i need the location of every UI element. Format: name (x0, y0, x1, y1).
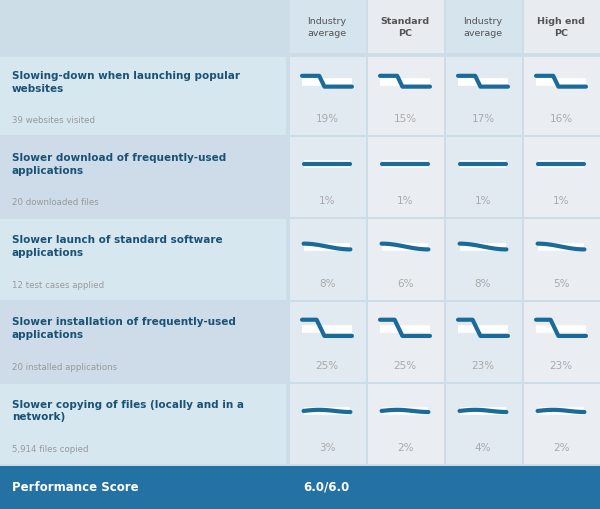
Text: Slower launch of standard software
applications: Slower launch of standard software appli… (12, 235, 223, 258)
Bar (290, 384, 366, 464)
Bar (290, 55, 366, 135)
Text: 6.0/6.0: 6.0/6.0 (303, 481, 349, 494)
Text: 2%: 2% (397, 443, 413, 453)
Text: 39 websites visited: 39 websites visited (12, 116, 95, 125)
Bar (290, 302, 366, 382)
Bar (368, 137, 444, 217)
Bar (0, 466, 600, 509)
Text: 1%: 1% (319, 196, 335, 206)
Text: 5,914 files copied: 5,914 files copied (12, 445, 89, 454)
Bar (524, 219, 600, 300)
Text: 3%: 3% (319, 443, 335, 453)
Bar (446, 302, 522, 382)
Bar (446, 0, 522, 53)
Text: 23%: 23% (550, 361, 572, 371)
Text: 12 test cases applied: 12 test cases applied (12, 280, 104, 290)
Bar (368, 0, 444, 53)
Bar (0, 384, 286, 464)
Bar (368, 219, 444, 300)
Bar (446, 219, 522, 300)
Text: 5%: 5% (553, 278, 569, 289)
Bar (524, 302, 600, 382)
Bar (290, 219, 366, 300)
Text: 23%: 23% (472, 361, 494, 371)
Text: 20 installed applications: 20 installed applications (12, 363, 117, 372)
Bar (524, 0, 600, 53)
Text: Slower copying of files (locally and in a
network): Slower copying of files (locally and in … (12, 400, 244, 422)
Bar (368, 55, 444, 135)
Text: 8%: 8% (319, 278, 335, 289)
Text: 25%: 25% (394, 361, 416, 371)
Text: 17%: 17% (472, 114, 494, 124)
Text: High end
PC: High end PC (537, 17, 585, 38)
Text: 6%: 6% (397, 278, 413, 289)
Bar (524, 384, 600, 464)
Bar (524, 137, 600, 217)
Text: Slower installation of frequently-used
applications: Slower installation of frequently-used a… (12, 317, 236, 340)
Bar (368, 384, 444, 464)
Bar (0, 0, 600, 55)
Text: Industry
average: Industry average (307, 17, 347, 38)
Bar (290, 137, 366, 217)
Text: 20 downloaded files: 20 downloaded files (12, 199, 99, 208)
Text: 25%: 25% (316, 361, 338, 371)
Text: 1%: 1% (397, 196, 413, 206)
Bar (524, 55, 600, 135)
Text: 19%: 19% (316, 114, 338, 124)
Text: 1%: 1% (475, 196, 491, 206)
Text: 2%: 2% (553, 443, 569, 453)
Bar (0, 137, 286, 217)
Text: 16%: 16% (550, 114, 572, 124)
Text: 15%: 15% (394, 114, 416, 124)
Bar (0, 302, 286, 382)
Bar (0, 55, 286, 135)
Bar (446, 384, 522, 464)
Text: Slowing-down when launching popular
websites: Slowing-down when launching popular webs… (12, 71, 240, 94)
Bar (368, 302, 444, 382)
Text: Standard
PC: Standard PC (380, 17, 430, 38)
Text: Slower download of frequently-used
applications: Slower download of frequently-used appli… (12, 153, 226, 176)
Bar (446, 55, 522, 135)
Text: 1%: 1% (553, 196, 569, 206)
Text: Performance Score: Performance Score (12, 481, 139, 494)
Bar (0, 219, 286, 300)
Text: 4%: 4% (475, 443, 491, 453)
Bar (446, 137, 522, 217)
Text: 8%: 8% (475, 278, 491, 289)
Text: Industry
average: Industry average (463, 17, 503, 38)
Bar (290, 0, 366, 53)
